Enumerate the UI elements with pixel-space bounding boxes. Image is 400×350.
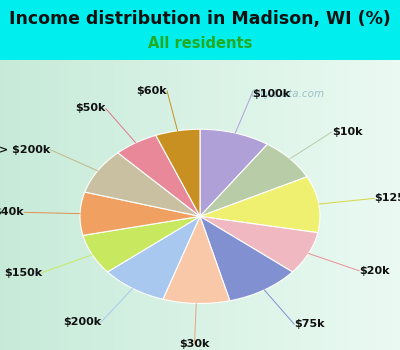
Text: $200k: $200k bbox=[63, 317, 101, 327]
Wedge shape bbox=[118, 135, 200, 216]
Wedge shape bbox=[200, 129, 268, 216]
Wedge shape bbox=[200, 144, 307, 216]
Wedge shape bbox=[200, 177, 320, 233]
Text: $30k: $30k bbox=[179, 339, 210, 349]
Text: $40k: $40k bbox=[0, 207, 24, 217]
Wedge shape bbox=[200, 216, 292, 301]
Text: $75k: $75k bbox=[294, 319, 325, 329]
Text: $125k: $125k bbox=[374, 193, 400, 203]
Text: $100k: $100k bbox=[252, 89, 290, 99]
Text: All residents: All residents bbox=[148, 36, 252, 51]
Wedge shape bbox=[156, 129, 200, 216]
Text: > $200k: > $200k bbox=[0, 145, 50, 155]
Wedge shape bbox=[108, 216, 200, 299]
Text: $150k: $150k bbox=[4, 268, 42, 278]
Wedge shape bbox=[85, 153, 200, 216]
Wedge shape bbox=[83, 216, 200, 272]
Text: $60k: $60k bbox=[136, 86, 167, 96]
Wedge shape bbox=[80, 192, 200, 236]
Text: $50k: $50k bbox=[75, 104, 106, 113]
Wedge shape bbox=[200, 216, 318, 272]
Text: City-Data.com: City-Data.com bbox=[251, 89, 325, 99]
Text: $20k: $20k bbox=[359, 266, 390, 276]
Text: Income distribution in Madison, WI (%): Income distribution in Madison, WI (%) bbox=[9, 10, 391, 28]
Text: $10k: $10k bbox=[332, 127, 362, 137]
Wedge shape bbox=[163, 216, 230, 303]
